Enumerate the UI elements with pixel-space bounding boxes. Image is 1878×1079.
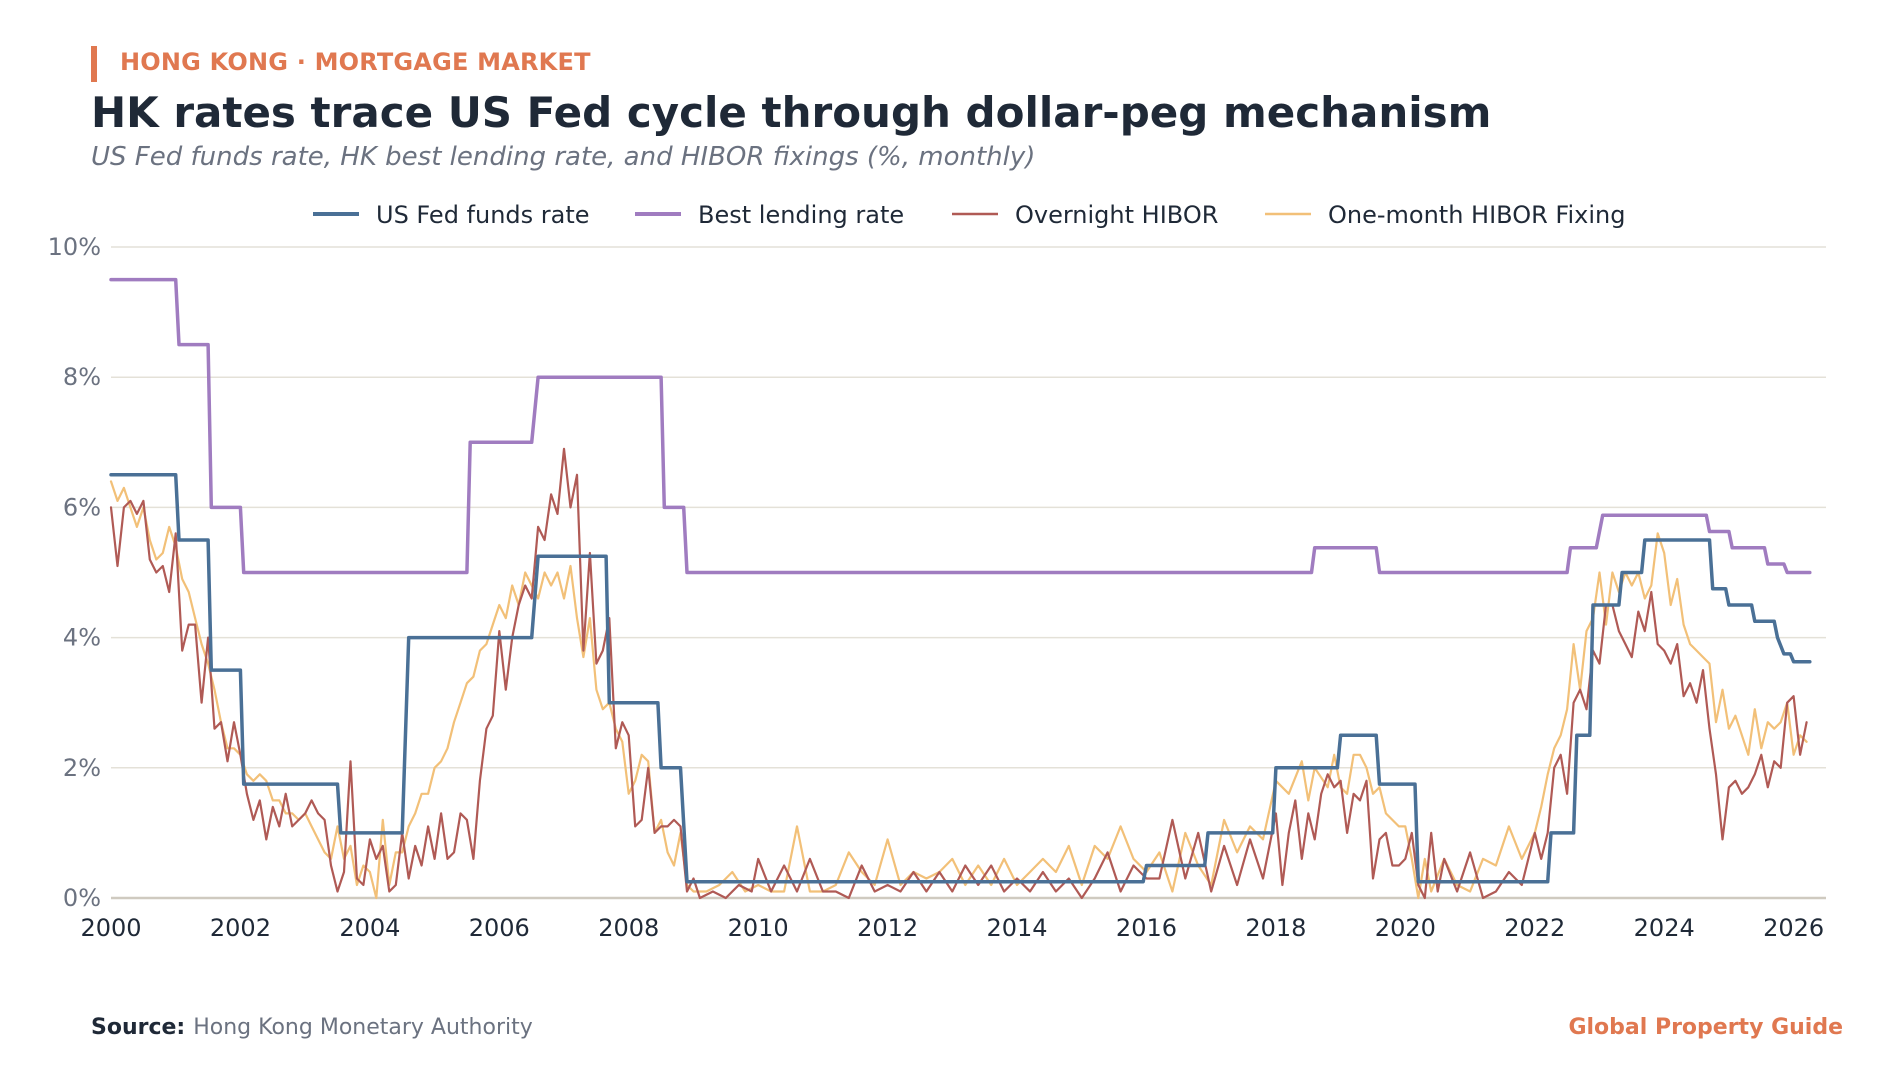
x-tick-label: 2024 xyxy=(1634,914,1695,942)
x-tick-label: 2000 xyxy=(80,914,141,942)
legend: US Fed funds rate Best lending rate Overni… xyxy=(313,201,1625,229)
x-tick-label: 2008 xyxy=(598,914,659,942)
x-tick-label: 2020 xyxy=(1375,914,1436,942)
y-tick-label: 0% xyxy=(63,884,101,912)
x-tick-label: 2004 xyxy=(339,914,400,942)
source-note: Source: Hong Kong Monetary Authority xyxy=(91,1015,533,1040)
source-label: Source: xyxy=(91,1015,186,1040)
series-line-0 xyxy=(109,473,1812,884)
x-axis: 2000 2002 2004 2006 2008 2010 2012 2014 2016 2018… xyxy=(80,914,1824,942)
x-tick-label: 2010 xyxy=(728,914,789,942)
x-tick-label: 2012 xyxy=(857,914,918,942)
kicker-accent-bar xyxy=(91,46,97,82)
series-line-2 xyxy=(109,447,1808,900)
kicker-label: HONG KONG · MORTGAGE MARKET xyxy=(120,48,591,76)
y-tick-label: 2% xyxy=(63,754,101,782)
chart-title: HK rates trace US Fed cycle through doll… xyxy=(91,88,1492,137)
y-tick-label: 4% xyxy=(63,624,101,652)
y-tick-label: 6% xyxy=(63,493,101,521)
brand-label: Global Property Guide xyxy=(1568,1015,1843,1040)
legend-label: One-month HIBOR Fixing xyxy=(1328,201,1625,229)
chart-subtitle: US Fed funds rate, HK best lending rate,… xyxy=(91,142,1036,172)
legend-label: Best lending rate xyxy=(698,201,904,229)
x-tick-label: 2022 xyxy=(1504,914,1565,942)
legend-label: US Fed funds rate xyxy=(376,201,590,229)
x-tick-label: 2016 xyxy=(1116,914,1177,942)
y-axis: 0% 2% 4% 6% 8% 10% xyxy=(48,233,101,912)
y-tick-label: 10% xyxy=(48,233,101,261)
x-tick-label: 2006 xyxy=(469,914,530,942)
series-line-3 xyxy=(109,480,1808,900)
source-text: Hong Kong Monetary Authority xyxy=(193,1015,533,1040)
x-tick-label: 2018 xyxy=(1245,914,1306,942)
grid-lines xyxy=(111,246,1826,900)
series-lines xyxy=(109,277,1812,900)
y-tick-label: 8% xyxy=(63,363,101,391)
legend-label: Overnight HIBOR xyxy=(1015,201,1218,229)
series-line-1 xyxy=(109,277,1812,575)
x-tick-label: 2002 xyxy=(210,914,271,942)
x-tick-label: 2014 xyxy=(986,914,1047,942)
x-tick-label: 2026 xyxy=(1763,914,1824,942)
